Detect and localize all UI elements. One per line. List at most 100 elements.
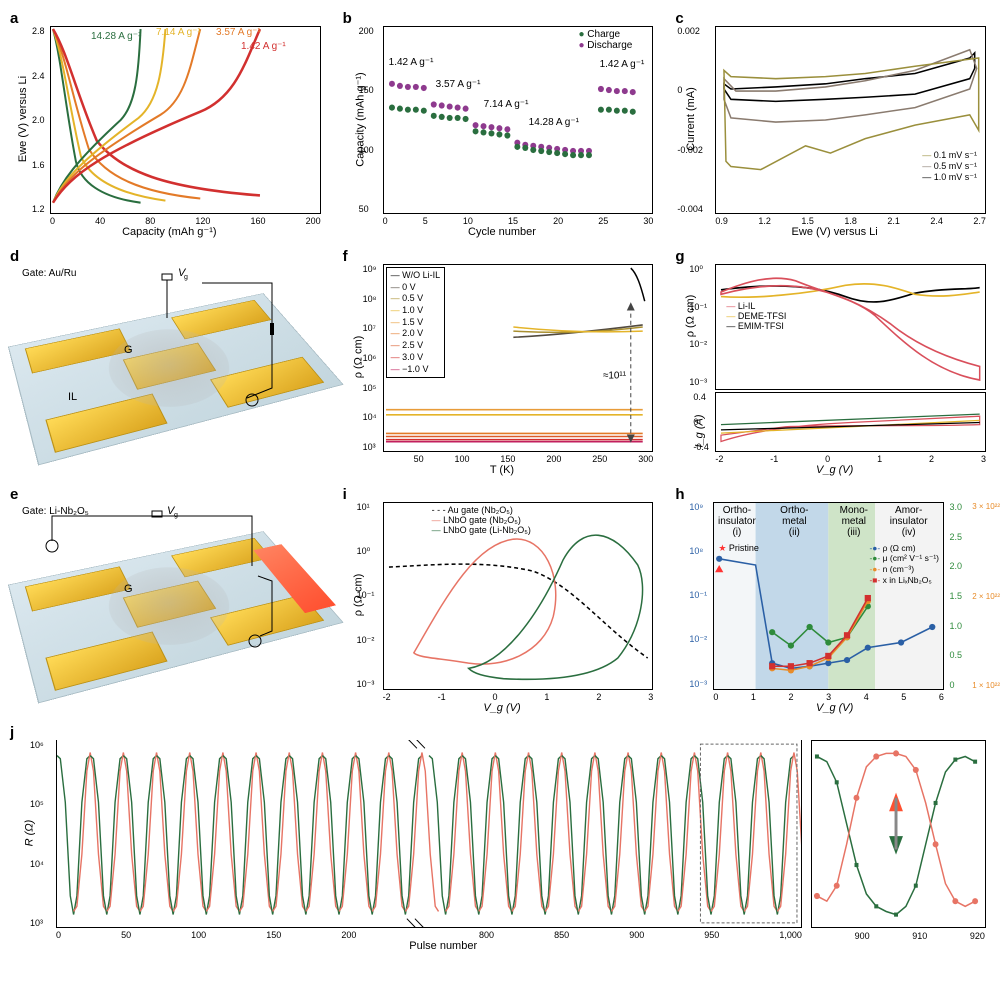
panel-g-botyticks: 0.40-0.4 (693, 392, 709, 452)
panel-c-legend: — 0.1 mV s⁻¹ — 0.5 mV s⁻¹ — 1.0 mV s⁻¹ (922, 150, 977, 183)
leg-c-0: 0.1 mV s⁻¹ (934, 150, 977, 160)
svg-text:g: g (174, 512, 178, 519)
flg1: 0 V (402, 282, 416, 292)
flg6: 2.5 V (402, 340, 423, 350)
panel-b-svg (384, 27, 653, 213)
panel-c-label: c (675, 10, 683, 27)
flg4: 1.5 V (402, 317, 423, 327)
panel-h-xticks: 0123456 (713, 692, 944, 702)
anno-b-4: 1.42 A g⁻¹ (600, 59, 645, 70)
circuit-d: Vg IL G (12, 268, 327, 470)
panel-b: b (345, 12, 660, 242)
panel-h-xlabel: V_g (V) (816, 702, 853, 714)
panel-f-xticks: 50100150200250300 (383, 454, 654, 464)
panel-a-xlabel: Capacity (mAh g⁻¹) (122, 225, 216, 238)
svg-text:G: G (124, 583, 133, 595)
panel-i-yticks: 10¹10⁰10⁻¹10⁻²10⁻³ (357, 502, 375, 690)
panel-b-legend: ● Charge ● Discharge (578, 29, 632, 51)
flg5: 2.0 V (402, 328, 423, 338)
panel-h-legend: ★ Pristine (718, 543, 759, 554)
panel-f-plot: ≈10¹¹ — W/O Li-IL — 0 V — 0.5 V — 1.0 V … (383, 264, 654, 452)
anno-b-0: 1.42 A g⁻¹ (389, 57, 434, 68)
svg-text:≈10¹¹: ≈10¹¹ (603, 371, 627, 382)
panel-a-xticks: 04080120160200 (50, 216, 321, 226)
g-bot-svg (716, 393, 985, 451)
j-inset-svg (812, 741, 985, 927)
panel-c-yticks: 0.0020-0.002-0.004 (677, 26, 703, 214)
panel-a-svg (51, 27, 320, 213)
panel-a: a 14.28 A g⁻¹ 7.14 A g⁻¹ 3.57 A g⁻¹ 1.42… (12, 12, 327, 242)
panel-h: h Ortho-insulator(i) (677, 488, 992, 718)
hreg1: Ortho-metal(ii) (760, 505, 829, 538)
panel-g-legend: — Li-IL — DEME-TFSI — EMIM-TFSI (726, 301, 786, 331)
flg2: 0.5 V (402, 293, 423, 303)
panel-b-yticks: 20015010050 (359, 26, 374, 214)
panel-j-xticks: 050100150200 8008509009501,000 (56, 930, 802, 940)
panel-e: e Gate: Li-Nb₂O₅ Vg G (12, 488, 327, 718)
glg0: Li-IL (738, 301, 756, 311)
panel-f-legend: — W/O Li-IL — 0 V — 0.5 V — 1.0 V — 1.5 … (386, 267, 446, 378)
flg0: W/O Li-IL (402, 270, 440, 280)
ilg0: Au gate (Nb₂O₅) (448, 505, 513, 515)
hlg1: μ (cm² V⁻¹ s⁻¹) (883, 553, 939, 563)
ilg2: LNbO gate (Li-Nb₂O₅) (443, 525, 531, 535)
glg1: DEME-TFSI (738, 311, 787, 321)
glg2: EMIM-TFSI (738, 321, 784, 331)
j-inset-xticks: 900910920 (812, 931, 985, 941)
svg-text:IL: IL (68, 391, 77, 403)
ilg1: LNbO gate (Nb₂O₅) (443, 515, 521, 525)
panel-d: d Gate: Au/Ru Vg IL G (12, 250, 327, 480)
panel-j-inset: 900910920 (811, 740, 986, 928)
hreg3: Amor-insulator(iv) (879, 505, 938, 538)
panel-g-label: g (675, 248, 684, 265)
panel-g-topyticks: 10⁰10⁻¹10⁻²10⁻³ (689, 264, 707, 388)
flg8: −1.0 V (402, 364, 428, 374)
leg-c-2: 1.0 mV s⁻¹ (934, 172, 977, 182)
panel-j-yticks: 10⁶10⁵10⁴10³ (30, 740, 44, 928)
panel-a-ylabel: Ewe (V) versus Li (17, 76, 29, 162)
panel-j-main (56, 740, 802, 928)
label-a-rate3: 1.42 A g⁻¹ (241, 41, 286, 52)
flg7: 3.0 V (402, 352, 423, 362)
panel-f-xlabel: T (K) (490, 464, 514, 476)
panel-j-svg (57, 740, 801, 927)
panel-g-xlabel: V_g (V) (816, 464, 853, 476)
panel-h-y3: 3 × 10²²2 × 10²²1 × 10²² (972, 502, 1000, 690)
panel-f-label: f (343, 248, 348, 265)
panel-g: g — Li-IL — DEME-TFSI — EMIM-TFSI ρ (Ω c… (677, 250, 992, 480)
panel-d-label: d (10, 248, 19, 265)
panel-j: j 900910920 (12, 726, 992, 956)
panel-c-xticks: 0.91.21.51.82.12.42.7 (715, 216, 986, 226)
anno-b-2: 7.14 A g⁻¹ (484, 99, 529, 110)
panel-i-xlabel: V_g (V) (483, 702, 520, 714)
panel-i: i - - - Au gate (Nb₂O₅) — LNbO gate (Nb₂… (345, 488, 660, 718)
panel-h-label: h (675, 486, 684, 503)
hlg2: n (cm⁻³) (883, 564, 914, 574)
hreg0: Ortho-insulator(i) (716, 505, 757, 538)
panel-h-y1: 10⁹10⁸10⁻¹10⁻²10⁻³ (689, 502, 707, 690)
panel-b-xticks: 051015202530 (383, 216, 654, 226)
panel-f: f ≈10¹¹ — W/O Li-IL — 0 V (345, 250, 660, 480)
panel-i-legend: - - - Au gate (Nb₂O₅) — LNbO gate (Nb₂O₅… (432, 505, 531, 535)
panel-g-xticks: -2-10123 (715, 454, 986, 464)
panel-b-xlabel: Cycle number (468, 226, 536, 238)
panel-a-label: a (10, 10, 18, 27)
panel-b-plot: ● Charge ● Discharge 1.42 A g⁻¹ 3.57 A g… (383, 26, 654, 214)
label-a-rate2: 3.57 A g⁻¹ (216, 27, 261, 38)
figure-grid: a 14.28 A g⁻¹ 7.14 A g⁻¹ 3.57 A g⁻¹ 1.42… (12, 12, 992, 988)
leg-c-1: 0.5 mV s⁻¹ (934, 161, 977, 171)
panel-a-yticks: 2.82.42.01.61.2 (32, 26, 45, 214)
legend-charge: Charge (587, 29, 620, 40)
panel-c: c — 0.1 mV s⁻¹ — 0.5 mV s⁻¹ — 1.0 mV s⁻¹… (677, 12, 992, 242)
label-a-rate0: 14.28 A g⁻¹ (91, 31, 141, 42)
panel-i-xticks: -2-10123 (383, 692, 654, 702)
panel-c-plot: — 0.1 mV s⁻¹ — 0.5 mV s⁻¹ — 1.0 mV s⁻¹ (715, 26, 986, 214)
panel-f-yticks: 10⁹10⁸10⁷10⁶10⁵10⁴10³ (363, 264, 377, 452)
panel-h-legend2: -●- ρ (Ω cm) -●- μ (cm² V⁻¹ s⁻¹) -●- n (… (869, 543, 939, 585)
panel-h-y2: 3.02.52.01.51.00.50 (949, 502, 962, 690)
panel-a-plot: 14.28 A g⁻¹ 7.14 A g⁻¹ 3.57 A g⁻¹ 1.42 A… (50, 26, 321, 214)
panel-h-plot: Ortho-insulator(i) Ortho-metal(ii) Mono-… (713, 502, 944, 690)
hlg3: x in LiₓNb₂O₅ (883, 575, 932, 585)
svg-text:g: g (184, 274, 188, 281)
anno-b-1: 3.57 A g⁻¹ (436, 79, 481, 90)
